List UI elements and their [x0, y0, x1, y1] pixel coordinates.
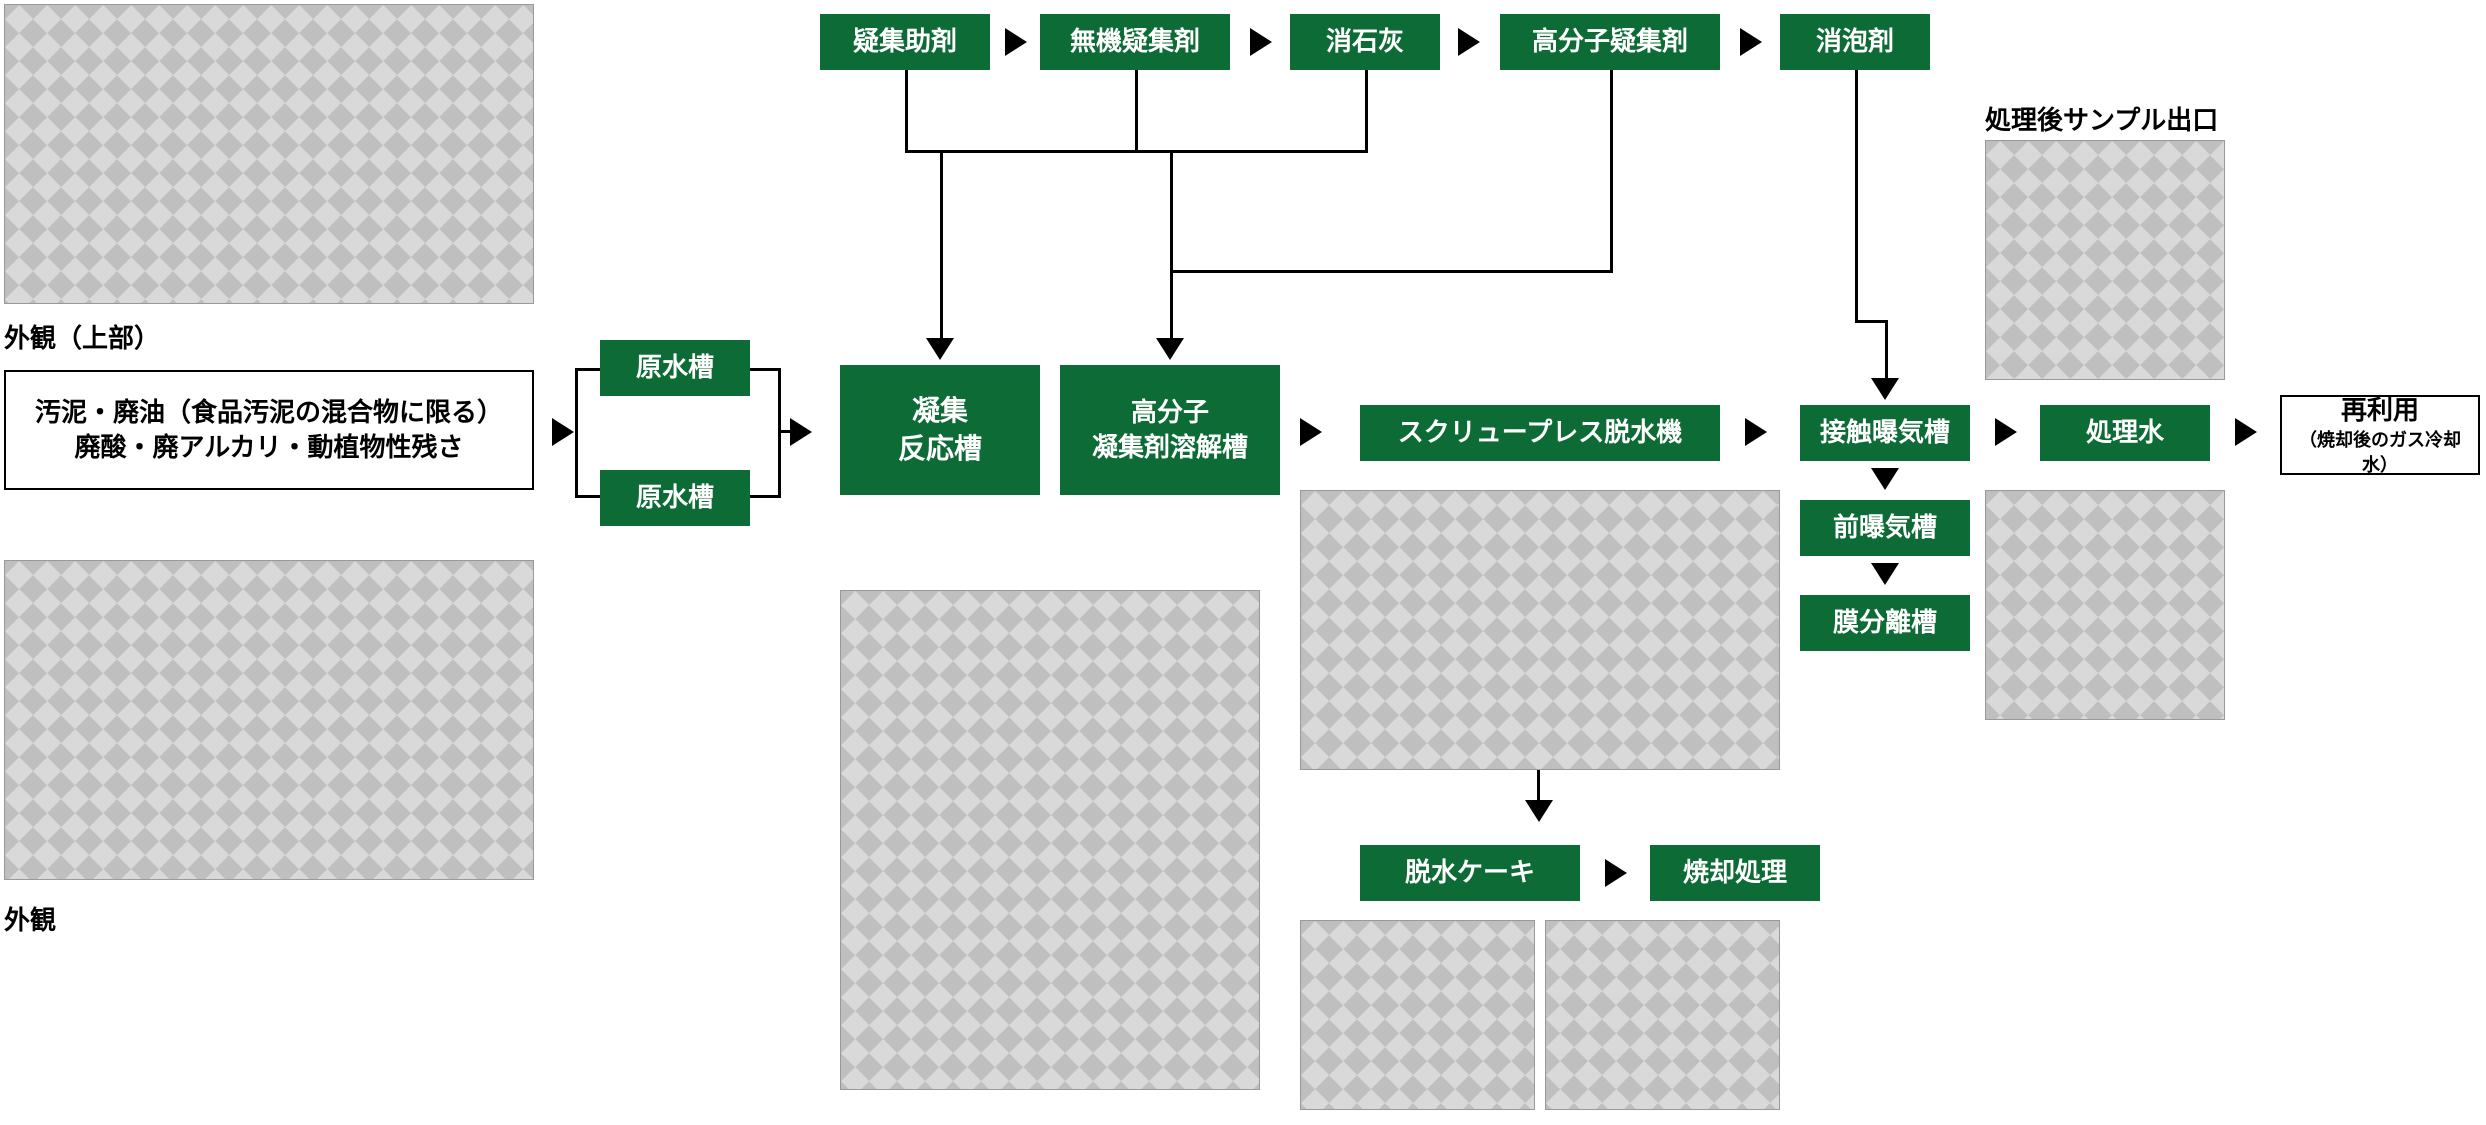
arrow-right-5 [2235, 418, 2257, 446]
node-treated: 処理水 [2040, 405, 2210, 461]
node-screw: スクリュープレス脱水機 [1360, 405, 1720, 461]
photo-reaction-plant [840, 590, 1260, 1090]
connector-line-13 [1170, 150, 1173, 338]
connector-line-10 [1365, 70, 1368, 150]
arrow-right-4 [1995, 418, 2017, 446]
connector-line-17 [1855, 320, 1888, 323]
connector-line-2 [575, 495, 600, 498]
node-defoam: 消泡剤 [1780, 14, 1930, 70]
connector-line-0 [575, 368, 578, 498]
connector-line-15 [1170, 270, 1613, 273]
arrow-right-6 [1005, 28, 1027, 56]
photo-cake-material [1545, 920, 1780, 1110]
node-raw2: 原水槽 [600, 470, 750, 526]
connector-line-18 [1885, 320, 1888, 378]
arrow-down-3 [926, 338, 954, 360]
arrow-down-0 [1871, 468, 1899, 490]
photo-cake-bin [1300, 920, 1535, 1110]
node-incinerate: 焼却処理 [1650, 845, 1820, 901]
node-aid: 疑集助剤 [820, 14, 990, 70]
photo-sample-valve [1985, 140, 2225, 380]
caption-sample-outlet: 処理後サンプル出口 [1985, 100, 2218, 137]
arrow-down-1 [1871, 563, 1899, 585]
node-reuse: 再利用（焼却後のガス冷却水） [2280, 395, 2480, 475]
node-dissolve: 高分子 凝集剤溶解槽 [1060, 365, 1280, 495]
node-cake: 脱水ケーキ [1360, 845, 1580, 901]
connector-line-5 [778, 368, 781, 498]
connector-line-4 [750, 495, 778, 498]
connector-line-7 [905, 70, 908, 150]
connector-line-1 [575, 368, 600, 371]
node-reaction: 凝集 反応槽 [840, 365, 1040, 495]
arrow-right-8 [1458, 28, 1480, 56]
node-lime: 消石灰 [1290, 14, 1440, 70]
arrow-right-10 [1605, 859, 1627, 887]
node-raw1: 原水槽 [600, 340, 750, 396]
arrow-right-3 [1745, 418, 1767, 446]
connector-line-9 [1135, 70, 1138, 150]
photo-screw-press [1300, 490, 1780, 770]
photo-pipes-top [4, 4, 534, 304]
caption-lower-exterior: 外観 [4, 900, 56, 937]
arrow-down-2 [1525, 800, 1553, 822]
connector-line-19 [1537, 770, 1540, 800]
arrow-right-0 [552, 418, 574, 446]
arrow-down-4 [1156, 338, 1184, 360]
photo-jar [1985, 490, 2225, 720]
arrow-right-1 [790, 418, 812, 446]
node-input: 汚泥・廃油（食品汚泥の混合物に限る） 廃酸・廃アルカリ・動植物性残さ [4, 370, 534, 490]
node-aeration: 接触曝気槽 [1800, 405, 1970, 461]
node-inorganic: 無機疑集剤 [1040, 14, 1230, 70]
node-membrane: 膜分離槽 [1800, 595, 1970, 651]
arrow-right-9 [1740, 28, 1762, 56]
connector-line-12 [940, 150, 943, 338]
node-preaer: 前曝気槽 [1800, 500, 1970, 556]
node-polymer: 高分子疑集剤 [1500, 14, 1720, 70]
connector-line-3 [750, 368, 778, 371]
connector-line-6 [778, 430, 790, 433]
connector-line-11 [1170, 150, 1368, 153]
connector-line-16 [1855, 70, 1858, 320]
arrow-right-2 [1300, 418, 1322, 446]
connector-line-8 [905, 150, 1173, 153]
arrow-down-5 [1871, 378, 1899, 400]
connector-line-14 [1610, 70, 1613, 270]
caption-top-exterior: 外観（上部） [4, 318, 160, 355]
arrow-right-7 [1250, 28, 1272, 56]
photo-building [4, 560, 534, 880]
